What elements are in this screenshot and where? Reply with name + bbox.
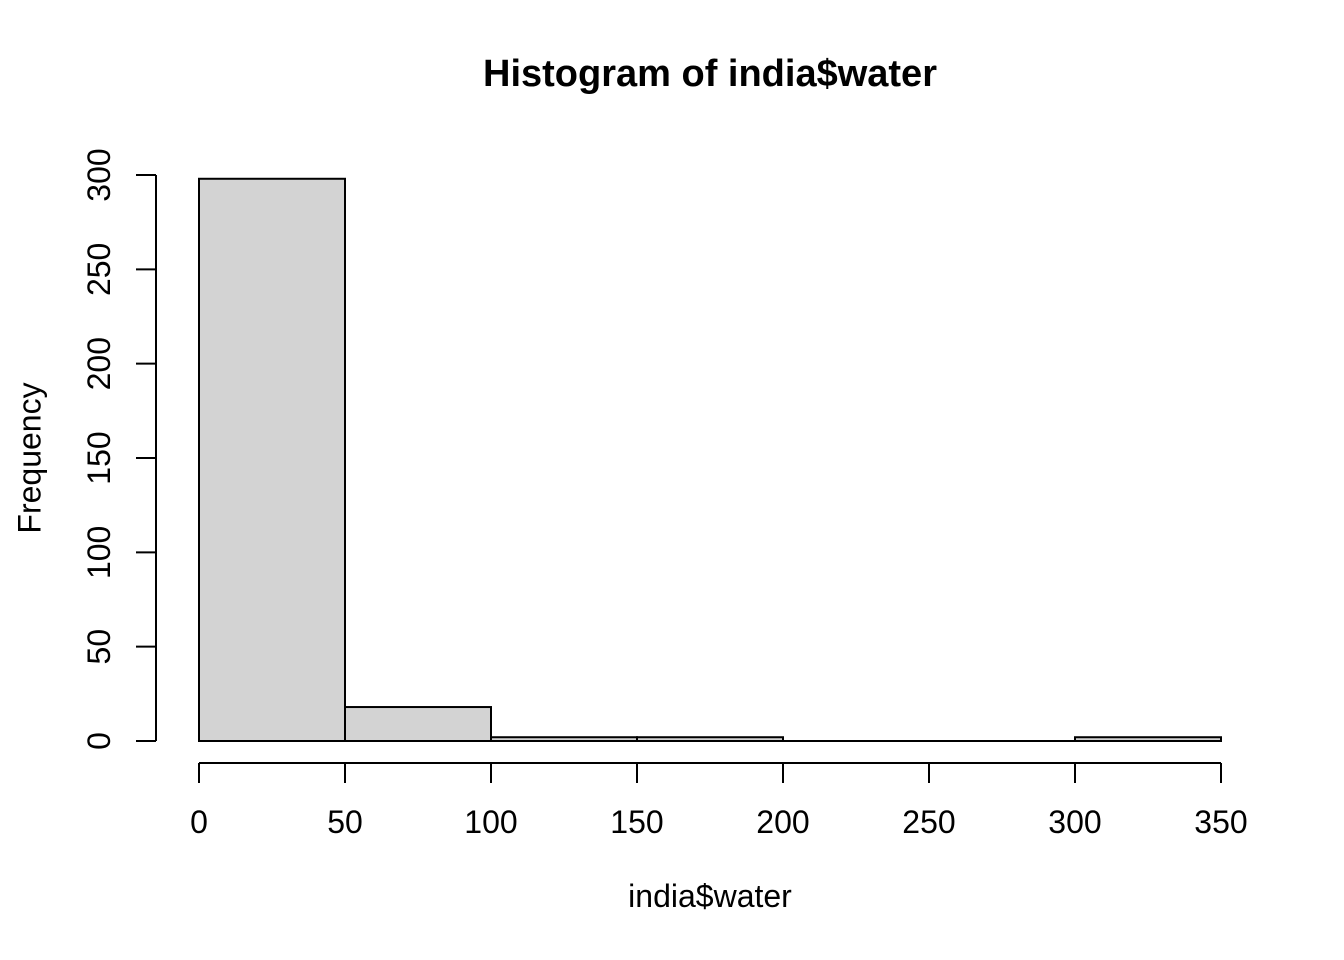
x-tick-label: 300 [1048, 804, 1101, 840]
x-tick-label: 100 [464, 804, 517, 840]
x-tick-label: 200 [756, 804, 809, 840]
y-tick-label: 200 [81, 337, 117, 390]
histogram-bar [198, 177, 346, 743]
x-tick-label: 150 [610, 804, 663, 840]
histogram-bar [344, 706, 492, 742]
x-tick-label: 250 [902, 804, 955, 840]
x-tick-label: 0 [190, 804, 208, 840]
y-tick-label: 100 [81, 526, 117, 579]
histogram-bar [490, 736, 638, 743]
y-tick-label: 50 [81, 629, 117, 665]
y-tick-label: 0 [81, 732, 117, 750]
chart-title: Histogram of india$water [483, 53, 937, 95]
x-axis-label: india$water [628, 878, 792, 914]
y-tick-label: 300 [81, 148, 117, 201]
y-axis-label: Frequency [11, 382, 48, 534]
x-tick-label: 50 [327, 804, 363, 840]
histogram-bar [1074, 736, 1222, 743]
y-tick-label: 250 [81, 243, 117, 296]
y-tick-label: 150 [81, 431, 117, 484]
x-tick-label: 350 [1194, 804, 1247, 840]
histogram-bar [636, 736, 784, 743]
